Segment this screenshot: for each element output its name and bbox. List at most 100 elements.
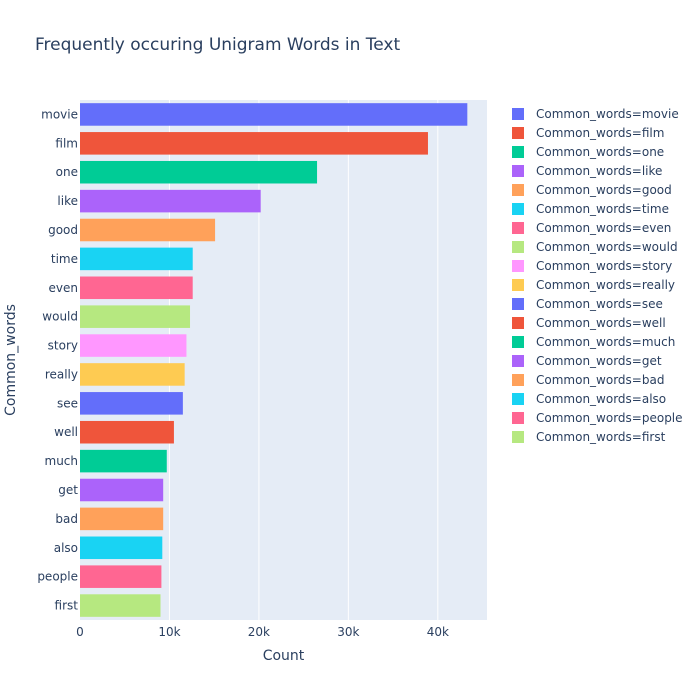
- legend-swatch: [512, 279, 524, 291]
- legend-swatch: [512, 336, 524, 348]
- legend-label: Common_words=movie: [536, 107, 679, 121]
- legend-label: Common_words=get: [536, 354, 662, 368]
- bar-story[interactable]: [80, 334, 187, 357]
- y-tick-label: would: [42, 310, 78, 324]
- legend-label: Common_words=people: [536, 411, 683, 425]
- legend-label: Common_words=bad: [536, 373, 664, 387]
- legend-swatch: [512, 412, 524, 424]
- bar-one[interactable]: [80, 160, 318, 184]
- y-tick-label: well: [54, 425, 78, 439]
- chart-title: Frequently occuring Unigram Words in Tex…: [35, 35, 400, 55]
- y-tick-label: even: [49, 281, 78, 295]
- bar-movie[interactable]: [80, 103, 468, 126]
- y-axis-title: Common_words: [3, 304, 19, 416]
- legend-item[interactable]: Common_words=people: [512, 411, 683, 425]
- legend-item[interactable]: Common_words=movie: [512, 107, 679, 121]
- bar-film[interactable]: [80, 132, 428, 155]
- legend-item[interactable]: Common_words=even: [512, 221, 671, 235]
- legend-label: Common_words=really: [536, 278, 675, 292]
- legend-swatch: [512, 298, 524, 310]
- y-tick-label: film: [55, 136, 78, 150]
- bar-good[interactable]: [80, 218, 216, 242]
- y-tick-label: time: [51, 252, 78, 266]
- legend-swatch: [512, 355, 524, 367]
- bar-also[interactable]: [80, 536, 163, 560]
- y-tick-label: good: [48, 223, 78, 237]
- legend-label: Common_words=well: [536, 316, 666, 330]
- legend-item[interactable]: Common_words=get: [512, 354, 662, 368]
- legend-item[interactable]: Common_words=like: [512, 164, 662, 178]
- legend-swatch: [512, 184, 524, 196]
- legend-item[interactable]: Common_words=see: [512, 297, 663, 311]
- legend-swatch: [512, 108, 524, 120]
- legend-swatch: [512, 241, 524, 253]
- legend-label: Common_words=film: [536, 126, 664, 140]
- gridlines: [168, 100, 439, 620]
- legend-item[interactable]: Common_words=story: [512, 259, 672, 273]
- legend-swatch: [512, 222, 524, 234]
- bar-see[interactable]: [80, 392, 183, 415]
- legend-label: Common_words=also: [536, 392, 666, 406]
- legend-item[interactable]: Common_words=really: [512, 278, 675, 292]
- legend-item[interactable]: Common_words=first: [512, 430, 666, 444]
- x-tick-label: 30k: [337, 625, 359, 639]
- y-tick-label: see: [57, 396, 78, 410]
- legend-swatch: [512, 374, 524, 386]
- y-tick-label: first: [55, 599, 79, 613]
- y-tick-label: one: [56, 165, 78, 179]
- legend-label: Common_words=even: [536, 221, 671, 235]
- plot-area: [80, 100, 487, 620]
- legend-item[interactable]: Common_words=well: [512, 316, 666, 330]
- bar-get[interactable]: [80, 478, 164, 502]
- y-tick-label: much: [45, 454, 79, 468]
- bar-well[interactable]: [80, 420, 174, 444]
- legend-item[interactable]: Common_words=film: [512, 126, 664, 140]
- x-tick-label: 10k: [158, 625, 180, 639]
- legend-swatch: [512, 317, 524, 329]
- x-tick-label: 20k: [248, 625, 270, 639]
- bar-even[interactable]: [80, 276, 193, 300]
- bar-like[interactable]: [80, 189, 261, 213]
- y-tick-label: story: [48, 339, 78, 353]
- bar-bad[interactable]: [80, 507, 164, 531]
- y-tick-label: movie: [41, 107, 78, 121]
- x-tick-label: 40k: [427, 625, 449, 639]
- y-tick-label: also: [54, 541, 78, 555]
- legend-swatch: [512, 146, 524, 158]
- bar-time[interactable]: [80, 247, 193, 271]
- legend: Common_words=movie Common_words=film Commo…: [512, 107, 683, 444]
- x-axis-ticks: 0 10k 20k 30k 40k: [76, 625, 449, 639]
- legend-item[interactable]: Common_words=much: [512, 335, 675, 349]
- legend-swatch: [512, 165, 524, 177]
- legend-item[interactable]: Common_words=time: [512, 202, 669, 216]
- bars: [80, 103, 468, 617]
- y-axis-ticks: movie film one like good time even would story re…: [37, 107, 78, 612]
- legend-item[interactable]: Common_words=also: [512, 392, 666, 406]
- legend-label: Common_words=much: [536, 335, 675, 349]
- legend-item[interactable]: Common_words=good: [512, 183, 672, 197]
- legend-label: Common_words=like: [536, 164, 662, 178]
- bar-first[interactable]: [80, 594, 161, 617]
- legend-item[interactable]: Common_words=bad: [512, 373, 664, 387]
- y-tick-label: get: [58, 483, 78, 497]
- y-tick-label: like: [57, 194, 78, 208]
- legend-label: Common_words=story: [536, 259, 672, 273]
- y-tick-label: really: [45, 367, 78, 381]
- legend-label: Common_words=first: [536, 430, 666, 444]
- legend-swatch: [512, 393, 524, 405]
- legend-label: Common_words=one: [536, 145, 664, 159]
- bar-much[interactable]: [80, 449, 167, 473]
- y-tick-label: bad: [55, 512, 78, 526]
- x-tick-label: 0: [76, 625, 84, 639]
- x-axis-title: Count: [263, 648, 305, 664]
- legend-label: Common_words=good: [536, 183, 672, 197]
- legend-swatch: [512, 431, 524, 443]
- legend-item[interactable]: Common_words=one: [512, 145, 664, 159]
- bar-really[interactable]: [80, 363, 185, 386]
- legend-item[interactable]: Common_words=would: [512, 240, 678, 254]
- y-tick-label: people: [37, 570, 78, 584]
- bar-people[interactable]: [80, 565, 162, 588]
- legend-label: Common_words=see: [536, 297, 663, 311]
- bar-would[interactable]: [80, 305, 191, 328]
